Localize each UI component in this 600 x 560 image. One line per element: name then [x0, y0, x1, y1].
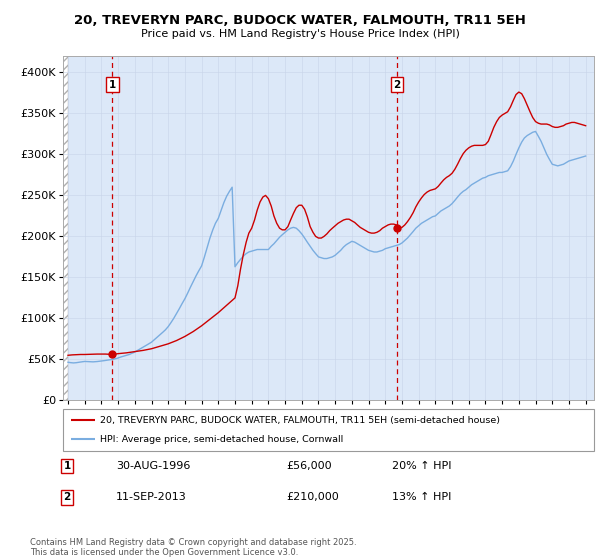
Text: £210,000: £210,000 [286, 492, 339, 502]
Text: 1: 1 [109, 80, 116, 90]
Text: 20, TREVERYN PARC, BUDOCK WATER, FALMOUTH, TR11 5EH: 20, TREVERYN PARC, BUDOCK WATER, FALMOUT… [74, 14, 526, 27]
Text: 20, TREVERYN PARC, BUDOCK WATER, FALMOUTH, TR11 5EH (semi-detached house): 20, TREVERYN PARC, BUDOCK WATER, FALMOUT… [100, 416, 500, 424]
Text: 20% ↑ HPI: 20% ↑ HPI [392, 461, 452, 471]
Text: 2: 2 [64, 492, 71, 502]
Text: 30-AUG-1996: 30-AUG-1996 [116, 461, 190, 471]
Text: 1: 1 [64, 461, 71, 471]
Text: HPI: Average price, semi-detached house, Cornwall: HPI: Average price, semi-detached house,… [100, 435, 343, 444]
Text: 11-SEP-2013: 11-SEP-2013 [116, 492, 187, 502]
Text: Price paid vs. HM Land Registry's House Price Index (HPI): Price paid vs. HM Land Registry's House … [140, 29, 460, 39]
Text: £56,000: £56,000 [286, 461, 332, 471]
Text: Contains HM Land Registry data © Crown copyright and database right 2025.
This d: Contains HM Land Registry data © Crown c… [30, 538, 356, 557]
Text: 2: 2 [394, 80, 401, 90]
Text: 13% ↑ HPI: 13% ↑ HPI [392, 492, 452, 502]
